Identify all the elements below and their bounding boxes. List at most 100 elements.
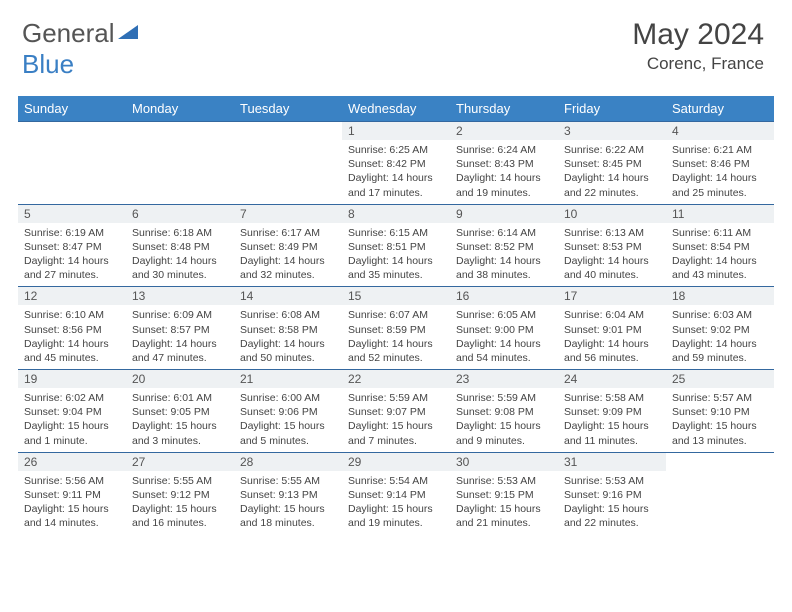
day-number-cell: 7: [234, 204, 342, 223]
sunset-text: Sunset: 8:43 PM: [456, 158, 534, 170]
brand-part2: Blue: [22, 49, 74, 79]
day-detail-cell: Sunrise: 6:08 AMSunset: 8:58 PMDaylight:…: [234, 305, 342, 369]
sunset-text: Sunset: 9:04 PM: [24, 406, 102, 418]
sunrise-text: Sunrise: 6:17 AM: [240, 227, 320, 239]
day-detail-cell: Sunrise: 6:14 AM Sunset: 8:52 PM Daylight:…: [450, 223, 558, 287]
sunrise-text: Sunrise: 6:01 AM: [132, 392, 212, 404]
sunset-text: Sunset: 9:09 PM: [564, 406, 642, 418]
day-detail-row: Sunrise: 6:02 AM Sunset: 9:04 PM Daylight:…: [18, 388, 774, 452]
daylight-text: Daylight: 15 hours and 13 minutes.: [672, 420, 757, 446]
sunset-text: Sunset: 9:02 PM: [672, 324, 750, 336]
day-detail-cell: Sunrise: 6:09 AMSunset: 8:57 PMDaylight:…: [126, 305, 234, 369]
daylight-text: Daylight: 14 hours and 35 minutes.: [348, 255, 433, 281]
daylight-text: Daylight: 15 hours and 7 minutes.: [348, 420, 433, 446]
brand-part1: General: [22, 18, 115, 48]
sunrise-text: Sunrise: 6:02 AM: [24, 392, 104, 404]
day-number-cell: 27: [126, 452, 234, 471]
sunrise-text: Sunrise: 6:00 AM: [240, 392, 320, 404]
sunset-text: Sunset: 8:57 PM: [132, 324, 210, 336]
weekday-header: Sunday: [18, 96, 126, 122]
daylight-text: Daylight: 14 hours and 17 minutes.: [348, 172, 433, 198]
sunrise-text: Sunrise: 6:08 AM: [240, 309, 320, 321]
day-detail-row: Sunrise: 6:19 AMSunset: 8:47 PMDaylight:…: [18, 223, 774, 287]
daylight-text: Daylight: 14 hours and 22 minutes.: [564, 172, 649, 198]
day-number-row: 567891011: [18, 204, 774, 223]
day-number-cell: 8: [342, 204, 450, 223]
day-detail-cell: [126, 140, 234, 204]
brand-triangle-icon: [118, 25, 138, 39]
day-number-cell: 15: [342, 287, 450, 306]
day-detail-cell: Sunrise: 6:22 AMSunset: 8:45 PMDaylight:…: [558, 140, 666, 204]
sunset-text: Sunset: 9:11 PM: [24, 489, 101, 501]
sunrise-text: Sunrise: 6:11 AM: [672, 227, 751, 239]
day-number-cell: 24: [558, 370, 666, 389]
day-number-cell: 16: [450, 287, 558, 306]
sunrise-text: Sunrise: 6:18 AM: [132, 227, 212, 239]
sunset-text: Sunset: 8:51 PM: [348, 241, 426, 253]
day-detail-cell: Sunrise: 5:55 AM Sunset: 9:13 PM Daylight:…: [234, 471, 342, 535]
daylight-text: Daylight: 15 hours and 19 minutes.: [348, 503, 433, 529]
sunset-text: Sunset: 9:10 PM: [672, 406, 750, 418]
sunrise-text: Sunrise: 6:21 AM: [672, 144, 752, 156]
day-number-cell: 6: [126, 204, 234, 223]
sunset-text: Sunset: 8:58 PM: [240, 324, 318, 336]
weekday-header-row: SundayMondayTuesdayWednesdayThursdayFrid…: [18, 96, 774, 122]
sunrise-text: Sunrise: 6:03 AM: [672, 309, 752, 321]
sunset-text: Sunset: 8:49 PM: [240, 241, 318, 253]
sunrise-text: Sunrise: 5:59 AM: [348, 392, 428, 404]
sunset-text: Sunset: 8:54 PM: [672, 241, 750, 253]
sunset-text: Sunset: 8:53 PM: [564, 241, 642, 253]
day-number-cell: 17: [558, 287, 666, 306]
sunrise-text: Sunrise: 6:10 AM: [24, 309, 104, 321]
day-detail-cell: Sunrise: 5:56 AMSunset: 9:11 PMDaylight:…: [18, 471, 126, 535]
day-detail-cell: Sunrise: 6:02 AMSunset: 9:04 PMDaylight:…: [18, 388, 126, 452]
sunrise-text: Sunrise: 6:15 AM: [348, 227, 428, 239]
day-detail-cell: Sunrise: 6:01 AMSunset: 9:05 PMDaylight:…: [126, 388, 234, 452]
sunrise-text: Sunrise: 6:14 AM: [456, 227, 536, 239]
sunset-text: Sunset: 9:13 PM: [240, 489, 318, 501]
day-detail-cell: Sunrise: 6:10 AMSunset: 8:56 PMDaylight:…: [18, 305, 126, 369]
calendar-table: SundayMondayTuesdayWednesdayThursdayFrid…: [18, 96, 774, 534]
day-number-cell: 22: [342, 370, 450, 389]
sunset-text: Sunset: 8:52 PM: [456, 241, 534, 253]
day-detail-cell: [234, 140, 342, 204]
sunrise-text: Sunrise: 5:59 AM: [456, 392, 536, 404]
sunset-text: Sunset: 9:14 PM: [348, 489, 426, 501]
daylight-text: Daylight: 14 hours and 19 minutes.: [456, 172, 541, 198]
daylight-text: Daylight: 15 hours and 18 minutes.: [240, 503, 325, 529]
sunrise-text: Sunrise: 6:05 AM: [456, 309, 536, 321]
day-number-cell: 5: [18, 204, 126, 223]
day-number-cell: 1: [342, 122, 450, 141]
day-number-cell: 25: [666, 370, 774, 389]
day-number-cell: 29: [342, 452, 450, 471]
day-number-cell: [18, 122, 126, 141]
sunrise-text: Sunrise: 5:58 AM: [564, 392, 644, 404]
day-number-cell: 18: [666, 287, 774, 306]
month-title: May 2024: [632, 18, 764, 52]
sunset-text: Sunset: 9:08 PM: [456, 406, 534, 418]
sunset-text: Sunset: 9:15 PM: [456, 489, 534, 501]
daylight-text: Daylight: 15 hours and 16 minutes.: [132, 503, 217, 529]
weekday-header: Friday: [558, 96, 666, 122]
sunrise-text: Sunrise: 5:55 AM: [240, 475, 320, 487]
day-number-row: 262728293031: [18, 452, 774, 471]
day-detail-cell: Sunrise: 6:21 AMSunset: 8:46 PMDaylight:…: [666, 140, 774, 204]
day-detail-cell: Sunrise: 6:07 AMSunset: 8:59 PMDaylight:…: [342, 305, 450, 369]
calendar-body: 1234Sunrise: 6:25 AMSunset: 8:42 PMDayli…: [18, 122, 774, 535]
day-detail-cell: Sunrise: 6:19 AMSunset: 8:47 PMDaylight:…: [18, 223, 126, 287]
weekday-header: Saturday: [666, 96, 774, 122]
day-detail-cell: Sunrise: 6:03 AMSunset: 9:02 PMDaylight:…: [666, 305, 774, 369]
daylight-text: Daylight: 14 hours and 38 minutes.: [456, 255, 541, 281]
day-number-row: 19202122232425: [18, 370, 774, 389]
location-label: Corenc, France: [632, 54, 764, 74]
sunset-text: Sunset: 9:07 PM: [348, 406, 426, 418]
daylight-text: Daylight: 14 hours and 43 minutes.: [672, 255, 757, 281]
day-number-cell: 10: [558, 204, 666, 223]
weekday-header: Thursday: [450, 96, 558, 122]
day-detail-cell: Sunrise: 6:05 AMSunset: 9:00 PMDaylight:…: [450, 305, 558, 369]
page-header: General Blue May 2024 Corenc, France: [0, 0, 792, 88]
brand-text: General Blue: [22, 18, 138, 80]
day-detail-cell: Sunrise: 5:57 AMSunset: 9:10 PMDaylight:…: [666, 388, 774, 452]
daylight-text: Daylight: 14 hours and 32 minutes.: [240, 255, 325, 281]
sunset-text: Sunset: 9:01 PM: [564, 324, 642, 336]
